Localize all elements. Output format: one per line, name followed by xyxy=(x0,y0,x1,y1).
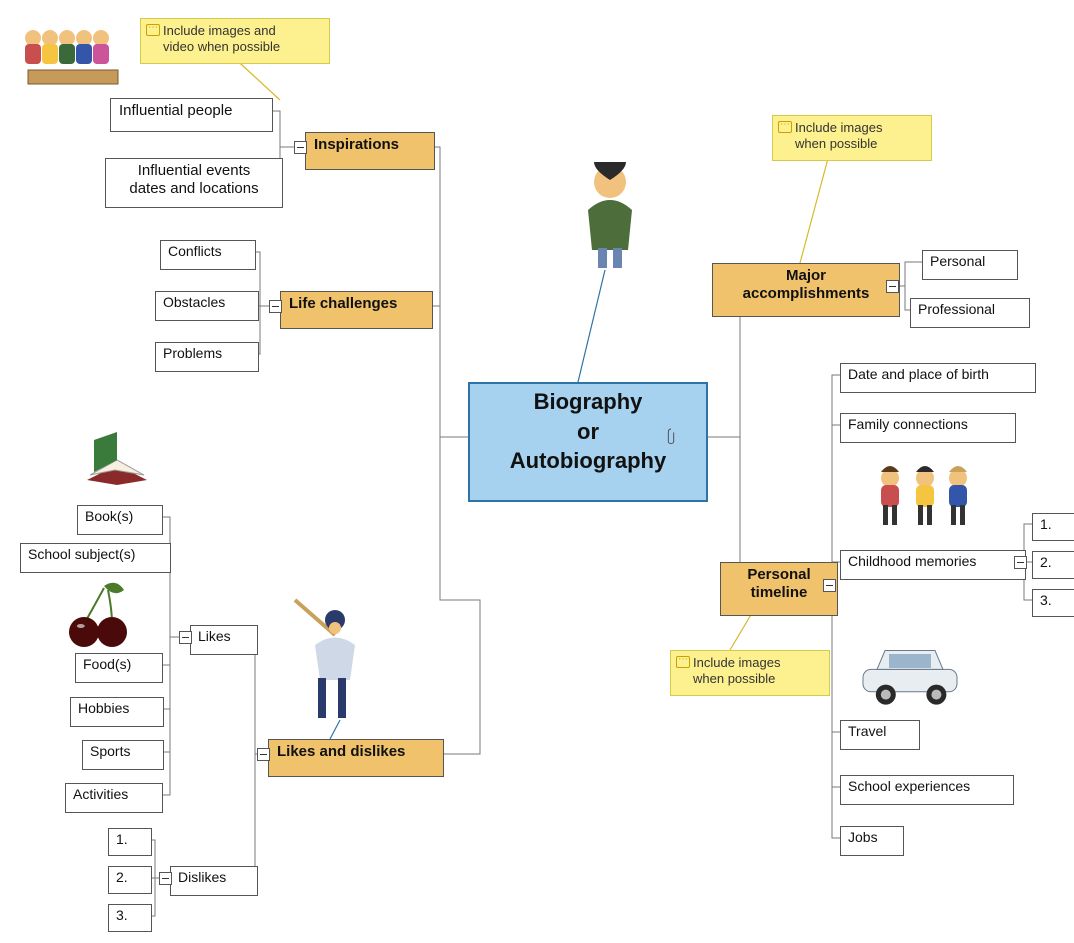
collapse-toggle[interactable] xyxy=(257,748,270,761)
leaf-dislike-2[interactable]: 2. xyxy=(108,866,152,894)
leaf-influential-people[interactable]: Influential people xyxy=(110,98,273,132)
leaf-foods[interactable]: Food(s) xyxy=(75,653,163,683)
collapse-toggle[interactable] xyxy=(823,579,836,592)
note-inspirations[interactable]: Include images andvideo when possible xyxy=(140,18,330,64)
car-icon xyxy=(855,640,965,710)
book-icon xyxy=(82,430,152,490)
leaf-childhood[interactable]: Childhood memories xyxy=(840,550,1026,580)
collapse-toggle[interactable] xyxy=(179,631,192,644)
branch-major-accomplishments[interactable]: Majoraccomplishments xyxy=(712,263,900,317)
leaf-personal[interactable]: Personal xyxy=(922,250,1018,280)
leaf-childhood-1[interactable]: 1. xyxy=(1032,513,1074,541)
cherries-icon xyxy=(60,580,140,650)
attachment-clip-icon[interactable] xyxy=(666,428,676,446)
collapse-toggle[interactable] xyxy=(1014,556,1027,569)
person-icon xyxy=(575,160,645,270)
leaf-professional[interactable]: Professional xyxy=(910,298,1030,328)
collapse-toggle[interactable] xyxy=(886,280,899,293)
leaf-hobbies[interactable]: Hobbies xyxy=(70,697,164,727)
baseball-player-icon xyxy=(280,590,380,740)
group-likes[interactable]: Likes xyxy=(190,625,258,655)
collapse-toggle[interactable] xyxy=(269,300,282,313)
note-major[interactable]: Include imageswhen possible xyxy=(772,115,932,161)
branch-personal-timeline[interactable]: Personaltimeline xyxy=(720,562,838,616)
leaf-conflicts[interactable]: Conflicts xyxy=(160,240,256,270)
leaf-sports[interactable]: Sports xyxy=(82,740,164,770)
kids-icon xyxy=(870,460,980,540)
collapse-toggle[interactable] xyxy=(294,141,307,154)
branch-inspirations[interactable]: Inspirations xyxy=(305,132,435,170)
group-dislikes[interactable]: Dislikes xyxy=(170,866,258,896)
leaf-dislike-1[interactable]: 1. xyxy=(108,828,152,856)
leaf-travel[interactable]: Travel xyxy=(840,720,920,750)
leaf-books[interactable]: Book(s) xyxy=(77,505,163,535)
leaf-childhood-2[interactable]: 2. xyxy=(1032,551,1074,579)
leaf-family[interactable]: Family connections xyxy=(840,413,1016,443)
leaf-school-experiences[interactable]: School experiences xyxy=(840,775,1014,805)
leaf-dob[interactable]: Date and place of birth xyxy=(840,363,1036,393)
collapse-toggle[interactable] xyxy=(159,872,172,885)
note-timeline[interactable]: Include imageswhen possible xyxy=(670,650,830,696)
branch-likes-dislikes[interactable]: Likes and dislikes xyxy=(268,739,444,777)
leaf-obstacles[interactable]: Obstacles xyxy=(155,291,259,321)
leaf-dislike-3[interactable]: 3. xyxy=(108,904,152,932)
leaf-influential-events[interactable]: Influential eventsdates and locations xyxy=(105,158,283,208)
mindmap-canvas: BiographyorAutobiography Inspirations Li… xyxy=(0,0,1074,943)
people-group-icon xyxy=(18,18,128,88)
branch-life-challenges[interactable]: Life challenges xyxy=(280,291,433,329)
leaf-problems[interactable]: Problems xyxy=(155,342,259,372)
leaf-activities[interactable]: Activities xyxy=(65,783,163,813)
leaf-childhood-3[interactable]: 3. xyxy=(1032,589,1074,617)
leaf-school-subjects[interactable]: School subject(s) xyxy=(20,543,171,573)
leaf-jobs[interactable]: Jobs xyxy=(840,826,904,856)
